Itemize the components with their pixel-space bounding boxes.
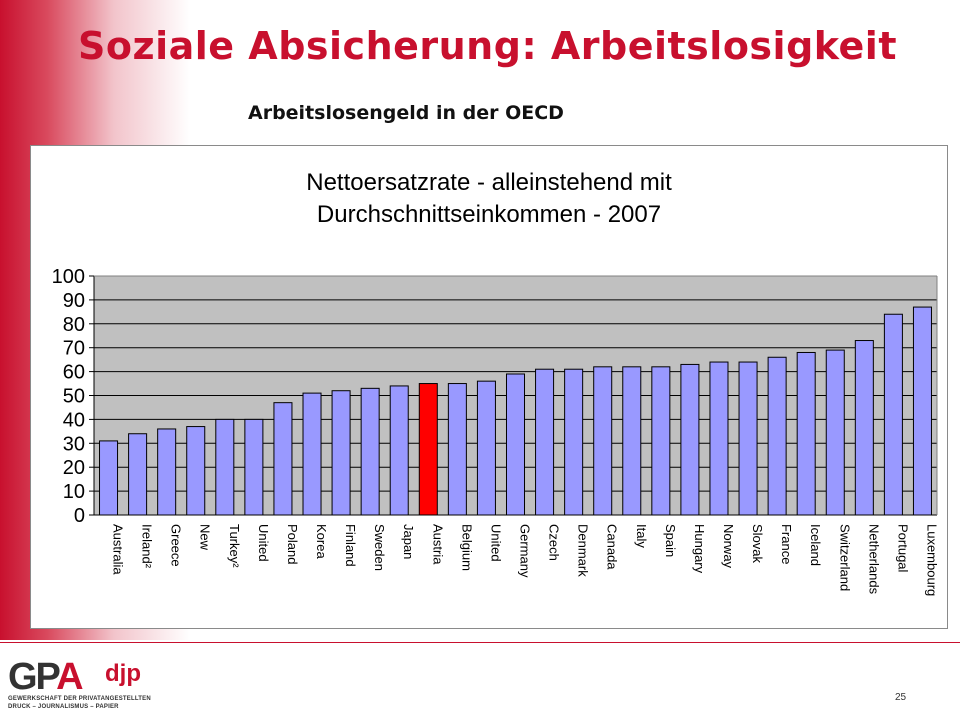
footer-divider bbox=[0, 642, 960, 643]
x-tick-label: Turkey² bbox=[227, 524, 242, 568]
logo-main-text: GPA bbox=[8, 656, 84, 698]
y-tick-label: 10 bbox=[63, 481, 85, 503]
x-tick-label: United bbox=[488, 524, 503, 562]
y-tick-label: 40 bbox=[63, 409, 85, 431]
bar-5 bbox=[244, 418, 264, 516]
y-tick-label: 60 bbox=[63, 362, 85, 384]
x-tick-label: Korea bbox=[314, 524, 329, 559]
bar-8 bbox=[331, 390, 351, 516]
x-tick-label: Italy bbox=[634, 524, 649, 548]
bar-28 bbox=[912, 306, 932, 516]
x-tick-label: Denmark bbox=[576, 524, 591, 577]
bar-27 bbox=[883, 313, 903, 516]
y-tick-label: 20 bbox=[63, 457, 85, 479]
bar-11 bbox=[418, 383, 438, 516]
bar-9 bbox=[360, 387, 380, 516]
x-tick-label: Canada bbox=[605, 524, 620, 570]
bar-20 bbox=[680, 363, 700, 516]
x-tick-label: Portugal bbox=[895, 524, 910, 573]
bar-10 bbox=[389, 385, 409, 516]
x-tick-label: Sweden bbox=[372, 524, 387, 571]
logo-sub-text: djp bbox=[105, 660, 141, 687]
y-tick-label: 0 bbox=[74, 505, 85, 527]
bar-25 bbox=[825, 349, 845, 516]
y-tick-label: 30 bbox=[63, 433, 85, 455]
bar-14 bbox=[505, 373, 526, 516]
bar-13 bbox=[476, 380, 496, 516]
x-tick-label: United bbox=[256, 524, 271, 562]
logo-tagline-2: DRUCK – JOURNALISMUS – PAPIER bbox=[8, 704, 119, 710]
x-tick-label: Greece bbox=[169, 524, 184, 567]
bar-22 bbox=[738, 361, 758, 516]
bar-7 bbox=[302, 392, 322, 516]
bar-16 bbox=[564, 368, 584, 516]
bar-17 bbox=[593, 366, 613, 516]
x-tick-label: Ireland² bbox=[140, 524, 155, 569]
x-tick-label: France bbox=[779, 524, 794, 564]
x-tick-label: Norway bbox=[721, 524, 736, 569]
x-tick-label: Switzerland bbox=[837, 524, 852, 591]
logo-tagline-1: GEWERKSCHAFT DER PRIVATANGESTELLTEN bbox=[8, 696, 151, 702]
y-tick-label: 80 bbox=[63, 314, 85, 336]
slide-title: Soziale Absicherung: Arbeitslosigkeit bbox=[78, 24, 897, 68]
x-tick-label: Australia bbox=[111, 524, 126, 575]
chart-container: Nettoersatzrate - alleinstehend mit Durc… bbox=[30, 145, 948, 629]
chart-title-line-1: Nettoersatzrate - alleinstehend mit bbox=[306, 169, 672, 196]
x-tick-label: Spain bbox=[663, 524, 678, 557]
bar-24 bbox=[796, 351, 816, 516]
slide-subtitle: Arbeitslosengeld in der OECD bbox=[248, 102, 564, 124]
bar-6 bbox=[273, 402, 293, 516]
bar-18 bbox=[622, 366, 642, 516]
chart-title-line-2: Durchschnittseinkommen - 2007 bbox=[317, 201, 661, 228]
bar-1 bbox=[128, 433, 148, 516]
y-tick-label: 50 bbox=[63, 386, 85, 408]
x-tick-label: Japan bbox=[401, 524, 416, 559]
y-tick-label: 70 bbox=[63, 338, 85, 360]
bar-3 bbox=[186, 426, 206, 516]
bar-19 bbox=[651, 366, 671, 516]
x-tick-label: Poland bbox=[285, 524, 300, 564]
x-tick-label: Hungary bbox=[692, 524, 707, 574]
x-tick-label: New bbox=[198, 524, 213, 551]
x-tick-label: Finland bbox=[343, 524, 358, 567]
bar-0 bbox=[99, 440, 119, 516]
bar-26 bbox=[854, 340, 874, 516]
x-tick-label: Czech bbox=[547, 524, 562, 561]
bar-23 bbox=[767, 356, 787, 516]
y-tick-label: 100 bbox=[52, 266, 85, 288]
x-tick-label: Luxembourg bbox=[924, 524, 939, 596]
bar-21 bbox=[709, 361, 729, 516]
bar-4 bbox=[215, 418, 235, 516]
x-tick-label: Netherlands bbox=[866, 524, 881, 595]
bar-15 bbox=[535, 368, 555, 516]
page-number: 25 bbox=[895, 692, 907, 703]
gpa-djp-logo: GPA djp GEWERKSCHAFT DER PRIVATANGESTELL… bbox=[8, 656, 151, 712]
x-tick-label: Germany bbox=[518, 524, 533, 578]
bar-2 bbox=[157, 428, 177, 516]
x-tick-label: Belgium bbox=[459, 524, 474, 571]
x-tick-label: Iceland bbox=[808, 524, 823, 566]
y-tick-label: 90 bbox=[63, 290, 85, 312]
bar-12 bbox=[447, 383, 467, 516]
x-tick-label: Slovak bbox=[750, 524, 765, 564]
x-tick-label: Austria bbox=[430, 524, 445, 565]
bar-chart: Nettoersatzrate - alleinstehend mit Durc… bbox=[52, 169, 940, 596]
